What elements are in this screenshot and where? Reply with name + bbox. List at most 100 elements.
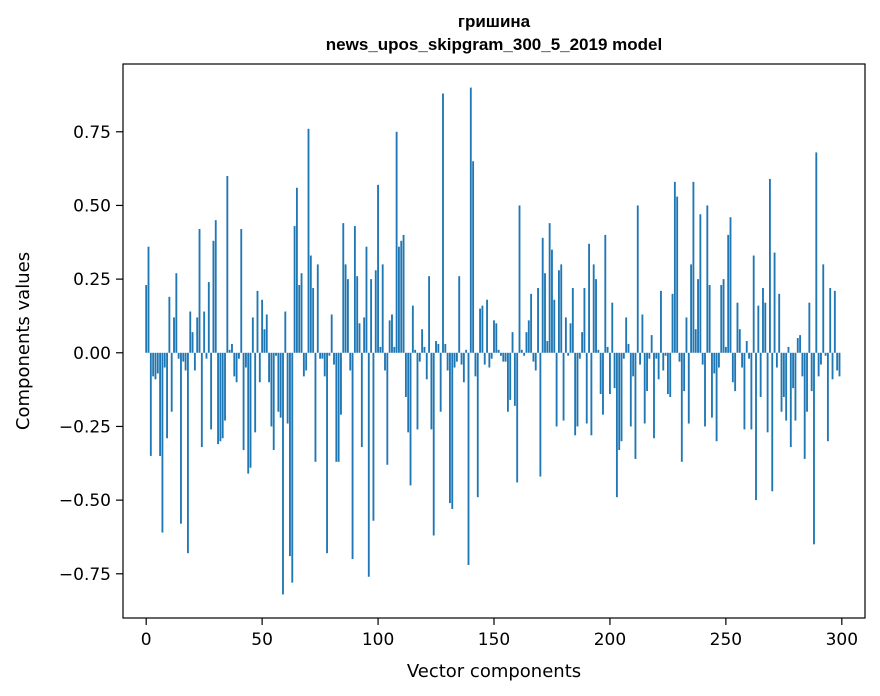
bar-290 xyxy=(817,352,820,377)
y-axis-ticks: −0.75 −0.50 −0.25 0.00 0.25 0.50 0.75 xyxy=(59,123,123,585)
bar-56 xyxy=(275,352,277,356)
bar-198 xyxy=(604,234,607,353)
bar-160 xyxy=(516,352,519,483)
bar-192 xyxy=(590,352,593,436)
bar-106 xyxy=(391,314,393,353)
bar-281 xyxy=(796,338,799,353)
bar-289 xyxy=(815,152,818,353)
bar-177 xyxy=(555,352,558,427)
bar-275 xyxy=(782,352,785,397)
bar-168 xyxy=(534,352,537,371)
bar-1 xyxy=(147,246,150,353)
bar-37 xyxy=(231,343,233,353)
bar-225 xyxy=(666,352,669,395)
bar-156 xyxy=(506,352,509,412)
bar-298 xyxy=(836,352,839,371)
bar-104 xyxy=(386,352,389,465)
bar-181 xyxy=(564,317,567,353)
bar-188 xyxy=(581,332,584,353)
bar-190 xyxy=(585,352,588,424)
bar-126 xyxy=(437,343,440,353)
bar-133 xyxy=(453,352,456,368)
y-tick-label: 0.25 xyxy=(73,270,111,290)
bar-53 xyxy=(268,352,270,383)
bar-124 xyxy=(432,352,435,536)
bar-101 xyxy=(379,346,382,353)
x-tick-label: 300 xyxy=(826,630,858,650)
bar-243 xyxy=(708,285,711,353)
bar-81 xyxy=(333,352,335,365)
bar-264 xyxy=(757,305,760,353)
bar-22 xyxy=(196,317,199,353)
bar-34 xyxy=(224,352,226,421)
bar-274 xyxy=(780,352,783,412)
bar-293 xyxy=(824,352,827,356)
bar-75 xyxy=(319,352,322,359)
bar-90 xyxy=(353,226,356,353)
bar-206 xyxy=(622,352,625,359)
bar-229 xyxy=(676,196,679,353)
bars-group xyxy=(145,87,841,595)
bar-138 xyxy=(465,349,468,353)
bar-207 xyxy=(625,317,628,353)
bar-258 xyxy=(743,352,746,430)
bar-142 xyxy=(474,352,477,377)
bar-272 xyxy=(775,352,778,368)
bar-91 xyxy=(356,276,359,353)
bar-143 xyxy=(476,352,479,498)
bar-11 xyxy=(170,352,173,412)
bar-232 xyxy=(683,352,686,392)
bar-215 xyxy=(643,352,646,424)
bar-250 xyxy=(724,346,727,353)
bar-89 xyxy=(351,352,354,560)
bar-117 xyxy=(416,352,419,430)
bar-111 xyxy=(402,234,405,353)
bar-18 xyxy=(187,352,189,554)
bar-13 xyxy=(175,273,178,353)
bar-167 xyxy=(532,352,535,362)
bar-220 xyxy=(655,352,658,359)
bar-48 xyxy=(256,290,259,353)
bar-73 xyxy=(314,352,317,462)
bar-103 xyxy=(384,352,386,371)
bar-109 xyxy=(398,246,400,353)
bar-237 xyxy=(694,329,697,353)
bar-121 xyxy=(425,352,428,380)
bar-213 xyxy=(639,352,641,365)
bar-227 xyxy=(671,293,674,353)
bar-134 xyxy=(455,352,458,362)
bar-221 xyxy=(657,352,660,380)
bar-123 xyxy=(430,352,433,430)
bar-203 xyxy=(615,352,618,498)
x-axis-ticks: 0 50 100 150 200 250 300 xyxy=(141,618,858,650)
bar-71 xyxy=(309,255,312,353)
bar-139 xyxy=(467,352,470,565)
plot-frame xyxy=(122,63,866,619)
bar-98 xyxy=(372,352,375,521)
bar-224 xyxy=(664,352,667,356)
bar-148 xyxy=(488,352,491,368)
bar-152 xyxy=(497,349,500,353)
bar-194 xyxy=(595,279,597,353)
bar-60 xyxy=(284,311,287,353)
bar-196 xyxy=(599,352,602,395)
bar-122 xyxy=(428,276,430,353)
bar-184 xyxy=(571,287,574,353)
bar-259 xyxy=(745,341,748,353)
chart-title-model: news_upos_skipgram_300_5_2019 model xyxy=(325,35,663,54)
bar-165 xyxy=(527,320,530,353)
bar-108 xyxy=(395,131,398,353)
bar-8 xyxy=(163,352,166,368)
bar-68 xyxy=(302,352,305,377)
bar-92 xyxy=(358,323,361,353)
bar-238 xyxy=(697,279,699,353)
bar-9 xyxy=(166,352,168,439)
bar-179 xyxy=(560,264,563,353)
bar-66 xyxy=(298,285,301,353)
bar-10 xyxy=(168,296,171,353)
bar-280 xyxy=(794,352,797,421)
bar-178 xyxy=(558,270,560,353)
bar-214 xyxy=(641,314,644,353)
bar-261 xyxy=(750,352,753,430)
